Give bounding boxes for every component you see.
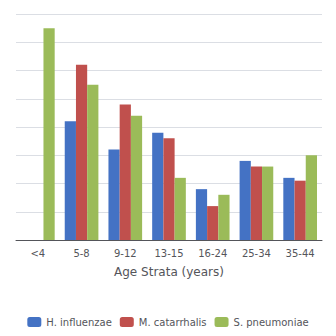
svg-text:16-24: 16-24 xyxy=(198,248,227,259)
svg-text:13-15: 13-15 xyxy=(154,248,183,259)
svg-text:<4: <4 xyxy=(30,248,45,259)
svg-text:S. pneumoniae: S. pneumoniae xyxy=(234,317,309,328)
svg-text:5-8: 5-8 xyxy=(73,248,89,259)
svg-text:Age Strata (years): Age Strata (years) xyxy=(114,265,224,279)
svg-text:9-12: 9-12 xyxy=(114,248,137,259)
svg-text:M. catarrhalis: M. catarrhalis xyxy=(139,317,207,328)
svg-text:35-44: 35-44 xyxy=(286,248,315,259)
svg-text:25-34: 25-34 xyxy=(242,248,271,259)
svg-text:H. influenzae: H. influenzae xyxy=(46,317,111,328)
